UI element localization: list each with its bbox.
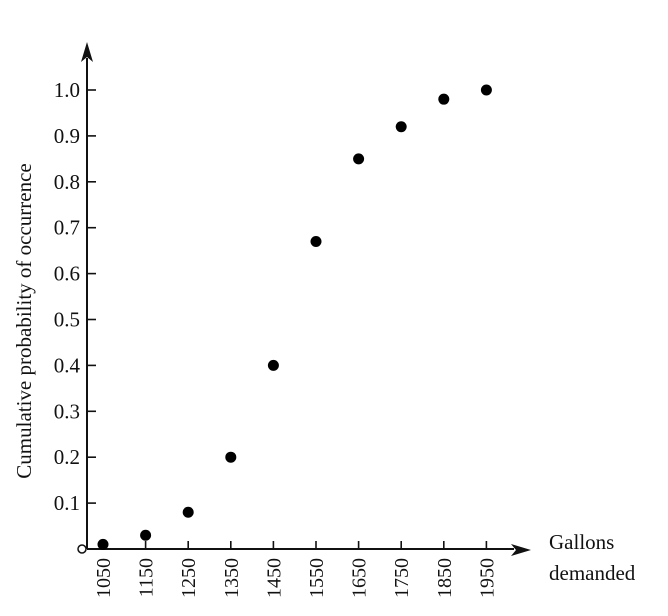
origin-marker: [77, 544, 87, 554]
y-axis-ticks: 0.1 0.2 0.3 0.4 0.5 0.6 0.7 0.8 0.9 1.0: [54, 78, 96, 515]
x-tick-label: 1050: [93, 558, 115, 598]
data-point: [480, 84, 492, 96]
data-point: [353, 153, 365, 165]
y-tick-label: 0.2: [54, 445, 80, 469]
x-tick-label: 1650: [349, 558, 371, 598]
y-tick-label: 0.9: [54, 124, 80, 148]
x-tick-label: 1150: [136, 558, 158, 597]
data-point: [225, 451, 237, 463]
data-point: [438, 93, 450, 105]
y-tick-label: 0.7: [54, 216, 80, 240]
data-point: [310, 235, 322, 247]
data-point: [267, 359, 279, 371]
y-axis-label: Cumulative probability of occurrence: [12, 163, 36, 478]
y-tick-label: 0.1: [54, 491, 80, 515]
y-tick-label: 0.6: [54, 262, 80, 286]
x-tick-label: 1550: [306, 558, 328, 598]
data-point: [395, 121, 407, 133]
x-axis-label-line-2: demanded: [549, 561, 636, 585]
y-tick-label: 0.3: [54, 399, 80, 423]
x-tick-label: 1350: [221, 558, 243, 598]
y-tick-label: 1.0: [54, 78, 80, 102]
x-tick-label: 1850: [434, 558, 456, 598]
data-point: [97, 538, 109, 550]
x-axis-label-line-1: Gallons: [549, 530, 614, 554]
y-tick-label: 0.8: [54, 170, 80, 194]
y-axis-arrow: [81, 42, 93, 62]
y-tick-label: 0.5: [54, 308, 80, 332]
x-tick-label: 1750: [391, 558, 413, 598]
axes: [77, 42, 531, 556]
x-axis-ticks: 1050 1150 1250 1350 1450 1550 1650 1750 1850 1950: [93, 541, 498, 598]
x-tick-label: 1450: [263, 558, 285, 598]
x-axis-arrow: [511, 544, 531, 556]
data-point: [140, 529, 152, 541]
x-tick-label: 1250: [178, 558, 200, 598]
data-points: [97, 84, 492, 550]
x-tick-label: 1950: [476, 558, 498, 598]
y-tick-label: 0.4: [54, 353, 81, 377]
data-point: [182, 506, 194, 518]
